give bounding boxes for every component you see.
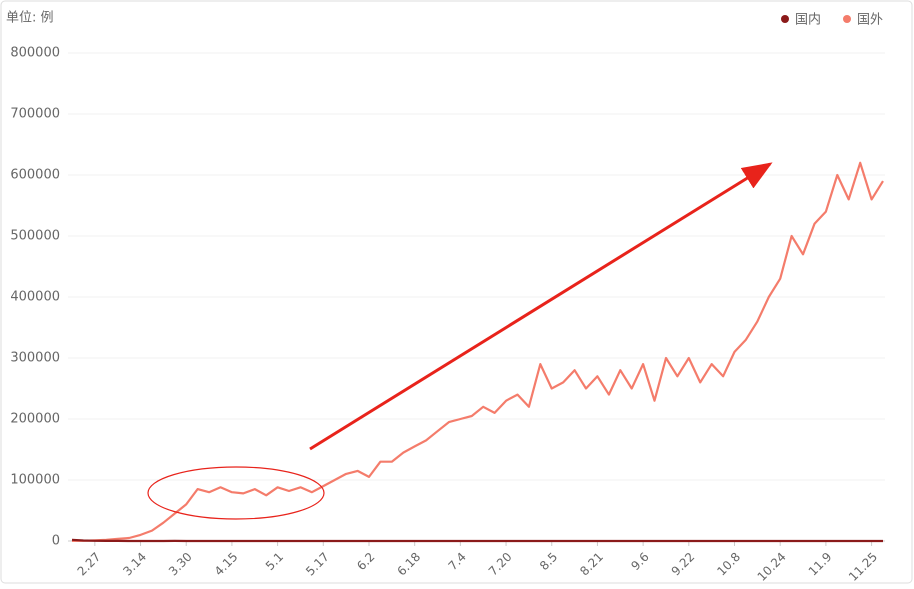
legend-marker [781, 15, 789, 23]
unit-label: 单位: 例 [6, 11, 54, 26]
y-tick-label: 800000 [10, 46, 60, 61]
y-tick-label: 400000 [10, 290, 60, 305]
series-line [71, 538, 883, 543]
legend-marker [843, 15, 851, 23]
highlight-ellipse [147, 466, 325, 520]
y-tick-label: 0 [52, 534, 60, 549]
y-tick-label: 300000 [10, 351, 60, 366]
trend-arrow [309, 162, 773, 451]
y-tick-label: 600000 [10, 168, 60, 183]
y-tick-label: 200000 [10, 412, 60, 427]
legend-label: 国内 [795, 12, 821, 28]
y-tick-label: 500000 [10, 229, 60, 244]
y-tick-label: 100000 [10, 473, 60, 488]
series-line [71, 161, 884, 542]
y-tick-label: 700000 [10, 107, 60, 122]
legend-label: 国外 [857, 13, 883, 28]
